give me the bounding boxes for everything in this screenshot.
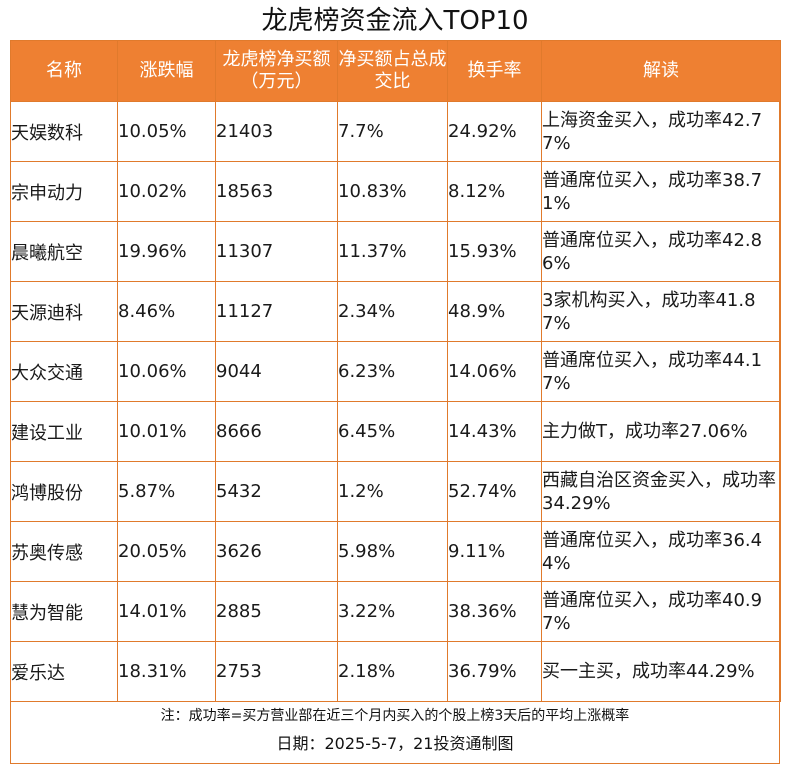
change-cell: 10.05% [117, 101, 216, 162]
net-buy-cell: 11307 [215, 221, 338, 282]
net-buy-cell: 11127 [215, 281, 338, 342]
net-buy-ratio-cell: 6.23% [337, 341, 448, 402]
turnover-cell: 15.93% [447, 221, 542, 282]
change-cell: 5.87% [117, 461, 216, 522]
stock-name: 晨曦航空 [10, 221, 118, 282]
table-row: 晨曦航空 19.96% 11307 11.37% 15.93% 普通席位买入，成… [10, 221, 781, 282]
stock-name: 大众交通 [10, 341, 118, 402]
turnover-cell: 52.74% [447, 461, 542, 522]
interpretation-cell: 主力做T，成功率27.06% [541, 401, 781, 462]
stock-name: 鸿博股份 [10, 461, 118, 522]
net-buy-cell: 3626 [215, 521, 338, 582]
net-buy-cell: 9044 [215, 341, 338, 402]
interpretation-cell: 普通席位买入，成功率42.86% [541, 221, 781, 282]
stock-name: 宗申动力 [10, 161, 118, 222]
turnover-cell: 14.06% [447, 341, 542, 402]
net-buy-ratio-cell: 1.2% [337, 461, 448, 522]
change-cell: 20.05% [117, 521, 216, 582]
table-row: 苏奥传感 20.05% 3626 5.98% 9.11% 普通席位买入，成功率3… [10, 521, 781, 582]
net-buy-cell: 2753 [215, 641, 338, 702]
table-row: 慧为智能 14.01% 2885 3.22% 38.36% 普通席位买入，成功率… [10, 581, 781, 642]
net-buy-ratio-cell: 2.18% [337, 641, 448, 702]
change-cell: 19.96% [117, 221, 216, 282]
change-cell: 8.46% [117, 281, 216, 342]
turnover-cell: 38.36% [447, 581, 542, 642]
header-change: 涨跌幅 [117, 40, 216, 102]
stock-name: 苏奥传感 [10, 521, 118, 582]
table-row: 大众交通 10.06% 9044 6.23% 14.06% 普通席位买入，成功率… [10, 341, 781, 402]
table-row: 宗申动力 10.02% 18563 10.83% 8.12% 普通席位买入，成功… [10, 161, 781, 222]
net-buy-ratio-cell: 2.34% [337, 281, 448, 342]
turnover-cell: 8.12% [447, 161, 542, 222]
stock-name: 天源迪科 [10, 281, 118, 342]
turnover-cell: 48.9% [447, 281, 542, 342]
header-interpretation: 解读 [541, 40, 781, 102]
table-row: 爱乐达 18.31% 2753 2.18% 36.79% 买一主买，成功率44.… [10, 641, 781, 702]
header-name: 名称 [10, 40, 118, 102]
footnote: 注：成功率=买方营业部在近三个月内买入的个股上榜3天后的平均上涨概率 [160, 708, 630, 724]
change-cell: 10.01% [117, 401, 216, 462]
turnover-cell: 36.79% [447, 641, 542, 702]
change-cell: 10.06% [117, 341, 216, 402]
stock-name: 天娱数科 [10, 101, 118, 162]
interpretation-cell: 普通席位买入，成功率40.97% [541, 581, 781, 642]
net-buy-ratio-cell: 3.22% [337, 581, 448, 642]
table-row: 建设工业 10.01% 8666 6.45% 14.43% 主力做T，成功率27… [10, 401, 781, 462]
net-buy-cell: 5432 [215, 461, 338, 522]
table-row: 天娱数科 10.05% 21403 7.7% 24.92% 上海资金买入，成功率… [10, 101, 781, 162]
net-buy-ratio-cell: 10.83% [337, 161, 448, 222]
net-buy-ratio-cell: 6.45% [337, 401, 448, 462]
interpretation-cell: 西藏自治区资金买入，成功率34.29% [541, 461, 781, 522]
net-buy-cell: 8666 [215, 401, 338, 462]
header-turnover: 换手率 [447, 40, 542, 102]
net-buy-cell: 2885 [215, 581, 338, 642]
date-credit: 日期：2025-5-7，21投资通制图 [276, 734, 514, 753]
turnover-cell: 14.43% [447, 401, 542, 462]
change-cell: 14.01% [117, 581, 216, 642]
interpretation-cell: 买一主买，成功率44.29% [541, 641, 781, 702]
net-buy-ratio-cell: 7.7% [337, 101, 448, 162]
header-net-buy: 龙虎榜净买额（万元） [215, 40, 338, 102]
interpretation-cell: 上海资金买入，成功率42.77% [541, 101, 781, 162]
change-cell: 10.02% [117, 161, 216, 222]
net-buy-ratio-cell: 5.98% [337, 521, 448, 582]
header-row: 名称 涨跌幅 龙虎榜净买额（万元） 净买额占总成交比 换手率 解读 [10, 40, 781, 102]
header-net-buy-ratio: 净买额占总成交比 [337, 40, 448, 102]
net-buy-cell: 18563 [215, 161, 338, 222]
net-buy-ratio-cell: 11.37% [337, 221, 448, 282]
change-cell: 18.31% [117, 641, 216, 702]
interpretation-cell: 普通席位买入，成功率36.44% [541, 521, 781, 582]
table-title: 龙虎榜资金流入TOP10 [261, 6, 529, 36]
turnover-cell: 9.11% [447, 521, 542, 582]
table-row: 鸿博股份 5.87% 5432 1.2% 52.74% 西藏自治区资金买入，成功… [10, 461, 781, 522]
table-row: 天源迪科 8.46% 11127 2.34% 48.9% 3家机构买入，成功率4… [10, 281, 781, 342]
interpretation-cell: 普通席位买入，成功率38.71% [541, 161, 781, 222]
net-buy-cell: 21403 [215, 101, 338, 162]
turnover-cell: 24.92% [447, 101, 542, 162]
data-table: 名称 涨跌幅 龙虎榜净买额（万元） 净买额占总成交比 换手率 解读 天娱数科 1… [10, 40, 781, 702]
interpretation-cell: 3家机构买入，成功率41.87% [541, 281, 781, 342]
stock-name: 建设工业 [10, 401, 118, 462]
interpretation-cell: 普通席位买入，成功率44.17% [541, 341, 781, 402]
stock-name: 慧为智能 [10, 581, 118, 642]
stock-name: 爱乐达 [10, 641, 118, 702]
